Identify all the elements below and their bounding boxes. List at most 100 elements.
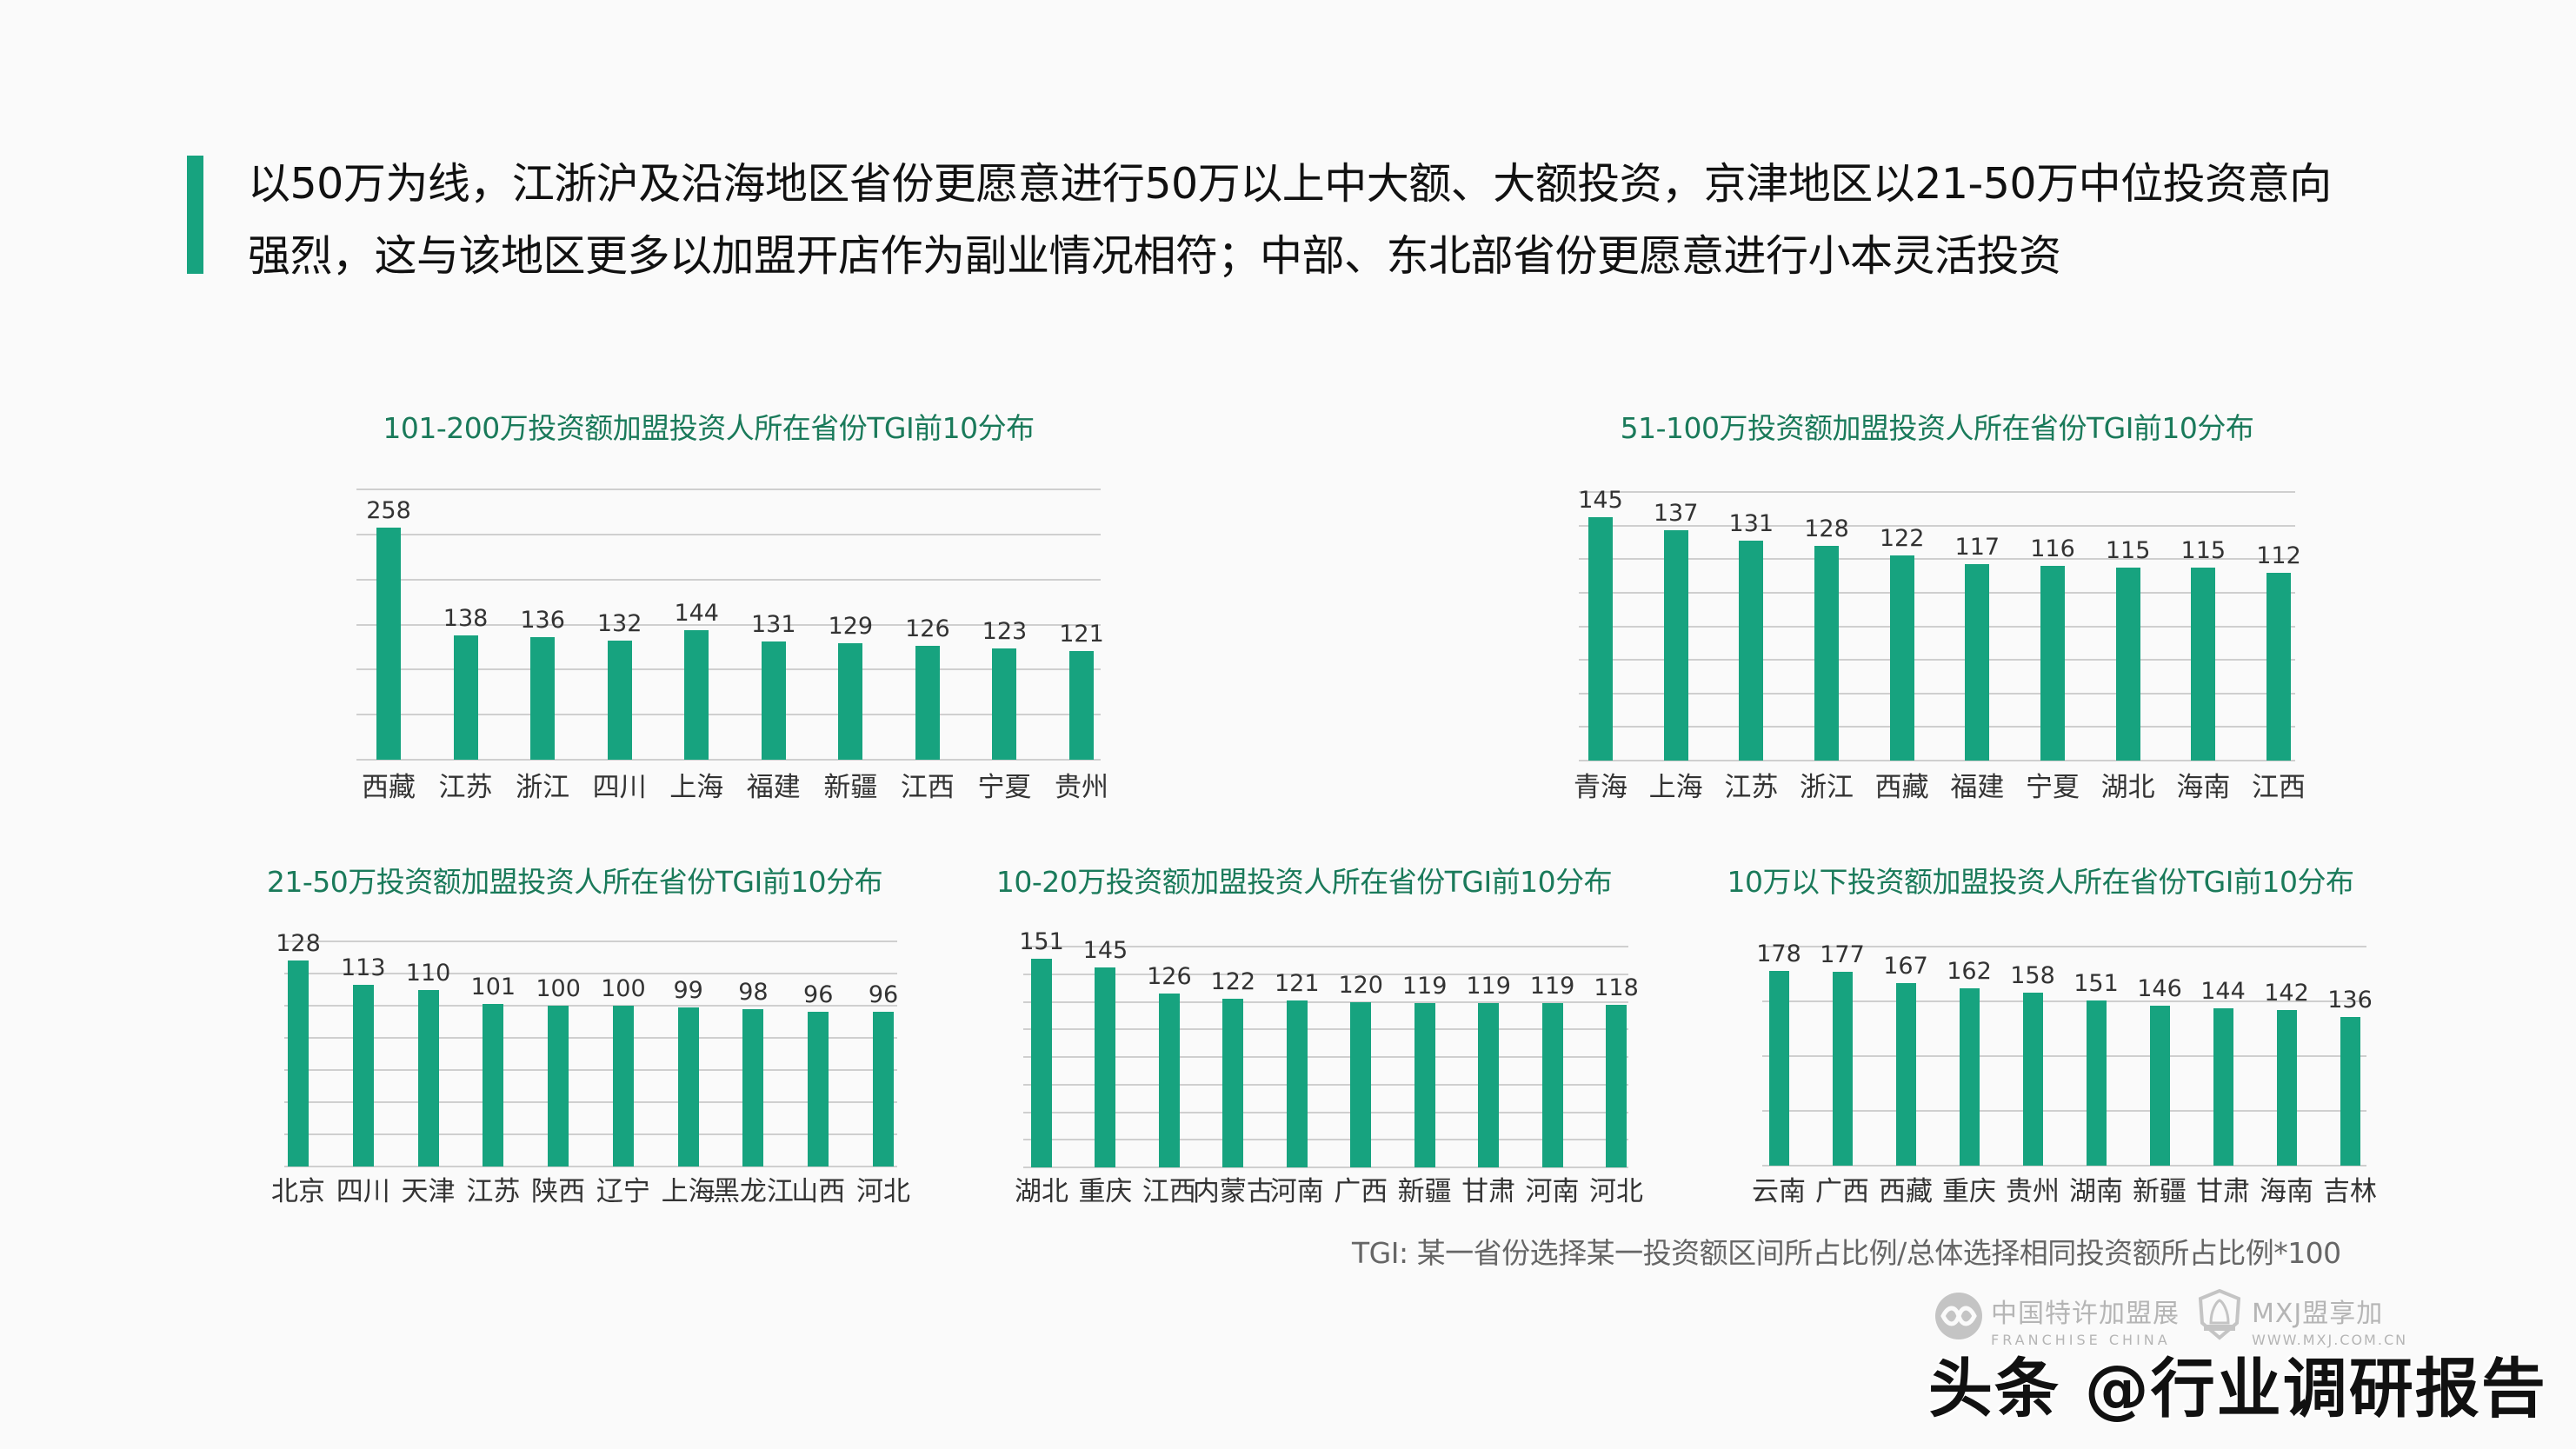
gridline [356, 759, 1101, 761]
chart-title: 101-200万投资额加盟投资人所在省份TGI前10分布 [383, 411, 1035, 445]
gridline [1579, 524, 2295, 527]
bar-value-label: 100 [536, 975, 581, 1002]
bar-value-label: 96 [803, 981, 834, 1009]
gridline [1023, 1056, 1628, 1058]
bar-value-label: 119 [1529, 973, 1575, 1000]
bar-value-label: 178 [1756, 940, 1801, 967]
bar-value-label: 101 [470, 974, 516, 1001]
bar [1588, 516, 1613, 761]
franchise-china-logo-icon [1934, 1292, 1983, 1340]
toutiao-watermark: 头条 @行业调研报告 [1928, 1352, 2547, 1426]
bar [352, 984, 374, 1167]
bar-value-label: 113 [340, 954, 386, 981]
bar-value-label: 258 [366, 496, 411, 524]
bar [1478, 1003, 1500, 1167]
x-axis-category-label: 西藏 [362, 772, 416, 803]
x-axis-category-label: 重庆 [1942, 1176, 1996, 1207]
gridline [356, 668, 1101, 671]
bar-value-label: 142 [2264, 980, 2309, 1007]
x-axis-category-label: 江苏 [1724, 772, 1779, 803]
gridline [284, 1166, 897, 1167]
gridline [1579, 726, 2295, 728]
bar-value-label: 144 [674, 599, 719, 627]
x-axis-category-label: 山西 [791, 1176, 846, 1207]
bar-value-label: 177 [1820, 941, 1865, 968]
x-axis-category-label: 河北 [1589, 1176, 1643, 1207]
gridline [1023, 946, 1628, 947]
bar [1959, 987, 1980, 1166]
bar-value-label: 138 [443, 604, 489, 632]
chart-title: 10-20万投资额加盟投资人所在省份TGI前10分布 [995, 865, 1613, 899]
x-axis-category-label: 上海 [661, 1176, 716, 1207]
bar-value-label: 128 [1804, 515, 1849, 542]
x-axis-category-label: 西藏 [1874, 772, 1929, 803]
chart-title: 21-50万投资额加盟投资人所在省份TGI前10分布 [266, 865, 883, 899]
x-axis-category-label: 江苏 [466, 1176, 521, 1207]
x-axis-category-label: 重庆 [1078, 1176, 1133, 1207]
gridline [284, 1133, 897, 1135]
tgi-footnote: TGI: 某一省份选择某一投资额区间所占比例/总体选择相同投资额所占比例*100 [1352, 1236, 2341, 1270]
franchise-china-logo: 中国特许加盟展 FRANCHISE CHINA [1991, 1292, 2180, 1348]
bar-value-label: 151 [1019, 928, 1064, 956]
bar [1739, 541, 1764, 761]
bar [1889, 555, 1914, 761]
x-axis-category-label: 四川 [336, 1176, 390, 1207]
gridline [1762, 1055, 2366, 1057]
bar-value-label: 136 [520, 607, 565, 634]
bar [677, 1007, 699, 1167]
bar-value-label: 131 [1728, 510, 1774, 537]
gridline [1023, 1139, 1628, 1141]
gridline [1762, 1165, 2366, 1167]
bar [1031, 959, 1052, 1167]
bar [808, 1012, 829, 1167]
x-axis-category-label: 青海 [1574, 772, 1627, 803]
bar [1541, 1003, 1563, 1167]
gridline [284, 941, 897, 942]
bar-value-label: 96 [868, 981, 899, 1009]
x-axis-category-label: 新疆 [823, 772, 878, 803]
gridline [1579, 625, 2295, 628]
bar-value-label: 121 [1274, 969, 1320, 997]
gridline [1579, 591, 2295, 594]
bar [684, 629, 709, 760]
bar-value-label: 144 [2200, 977, 2246, 1005]
bar [2086, 1000, 2107, 1166]
x-axis-category-label: 吉林 [2323, 1176, 2377, 1207]
bar [2149, 1006, 2170, 1166]
x-axis-category-label: 江西 [1142, 1176, 1196, 1207]
x-axis-category-label: 福建 [746, 772, 801, 803]
bar [1158, 993, 1180, 1167]
x-axis-category-label: 辽宁 [596, 1176, 650, 1207]
gridline [1579, 760, 2295, 761]
bar-value-label: 167 [1883, 952, 1928, 980]
x-axis-category-label: 云南 [1752, 1176, 1806, 1207]
bar-value-label: 132 [596, 610, 642, 638]
bar [1832, 971, 1853, 1166]
x-axis-category-label: 上海 [1648, 772, 1703, 803]
x-axis-category-label: 浙江 [1800, 772, 1854, 803]
gridline [1579, 558, 2295, 561]
x-axis-category-label: 新疆 [1397, 1176, 1452, 1207]
x-axis-category-label: 贵州 [2006, 1176, 2060, 1207]
x-axis-category-label: 宁夏 [2026, 772, 2080, 803]
gridline [356, 714, 1101, 716]
bar-value-label: 126 [905, 615, 950, 643]
x-axis-category-label: 甘肃 [2196, 1176, 2250, 1207]
bar [2266, 572, 2291, 761]
gridline [284, 1101, 897, 1103]
bar [992, 648, 1017, 760]
bar [612, 1006, 634, 1167]
bar-value-label: 112 [2256, 542, 2301, 569]
bar [417, 989, 439, 1167]
bar [453, 635, 478, 760]
gridline [1762, 1000, 2366, 1002]
bar [1350, 1001, 1372, 1167]
gridline [356, 489, 1101, 490]
bar [1414, 1003, 1435, 1167]
mxj-shield-logo-icon [2197, 1288, 2242, 1340]
bar-value-label: 162 [1947, 957, 1992, 985]
bar [761, 641, 786, 760]
bar-value-label: 115 [2180, 536, 2227, 564]
bar [2340, 1016, 2360, 1166]
x-axis-category-label: 河南 [1269, 1176, 1324, 1207]
